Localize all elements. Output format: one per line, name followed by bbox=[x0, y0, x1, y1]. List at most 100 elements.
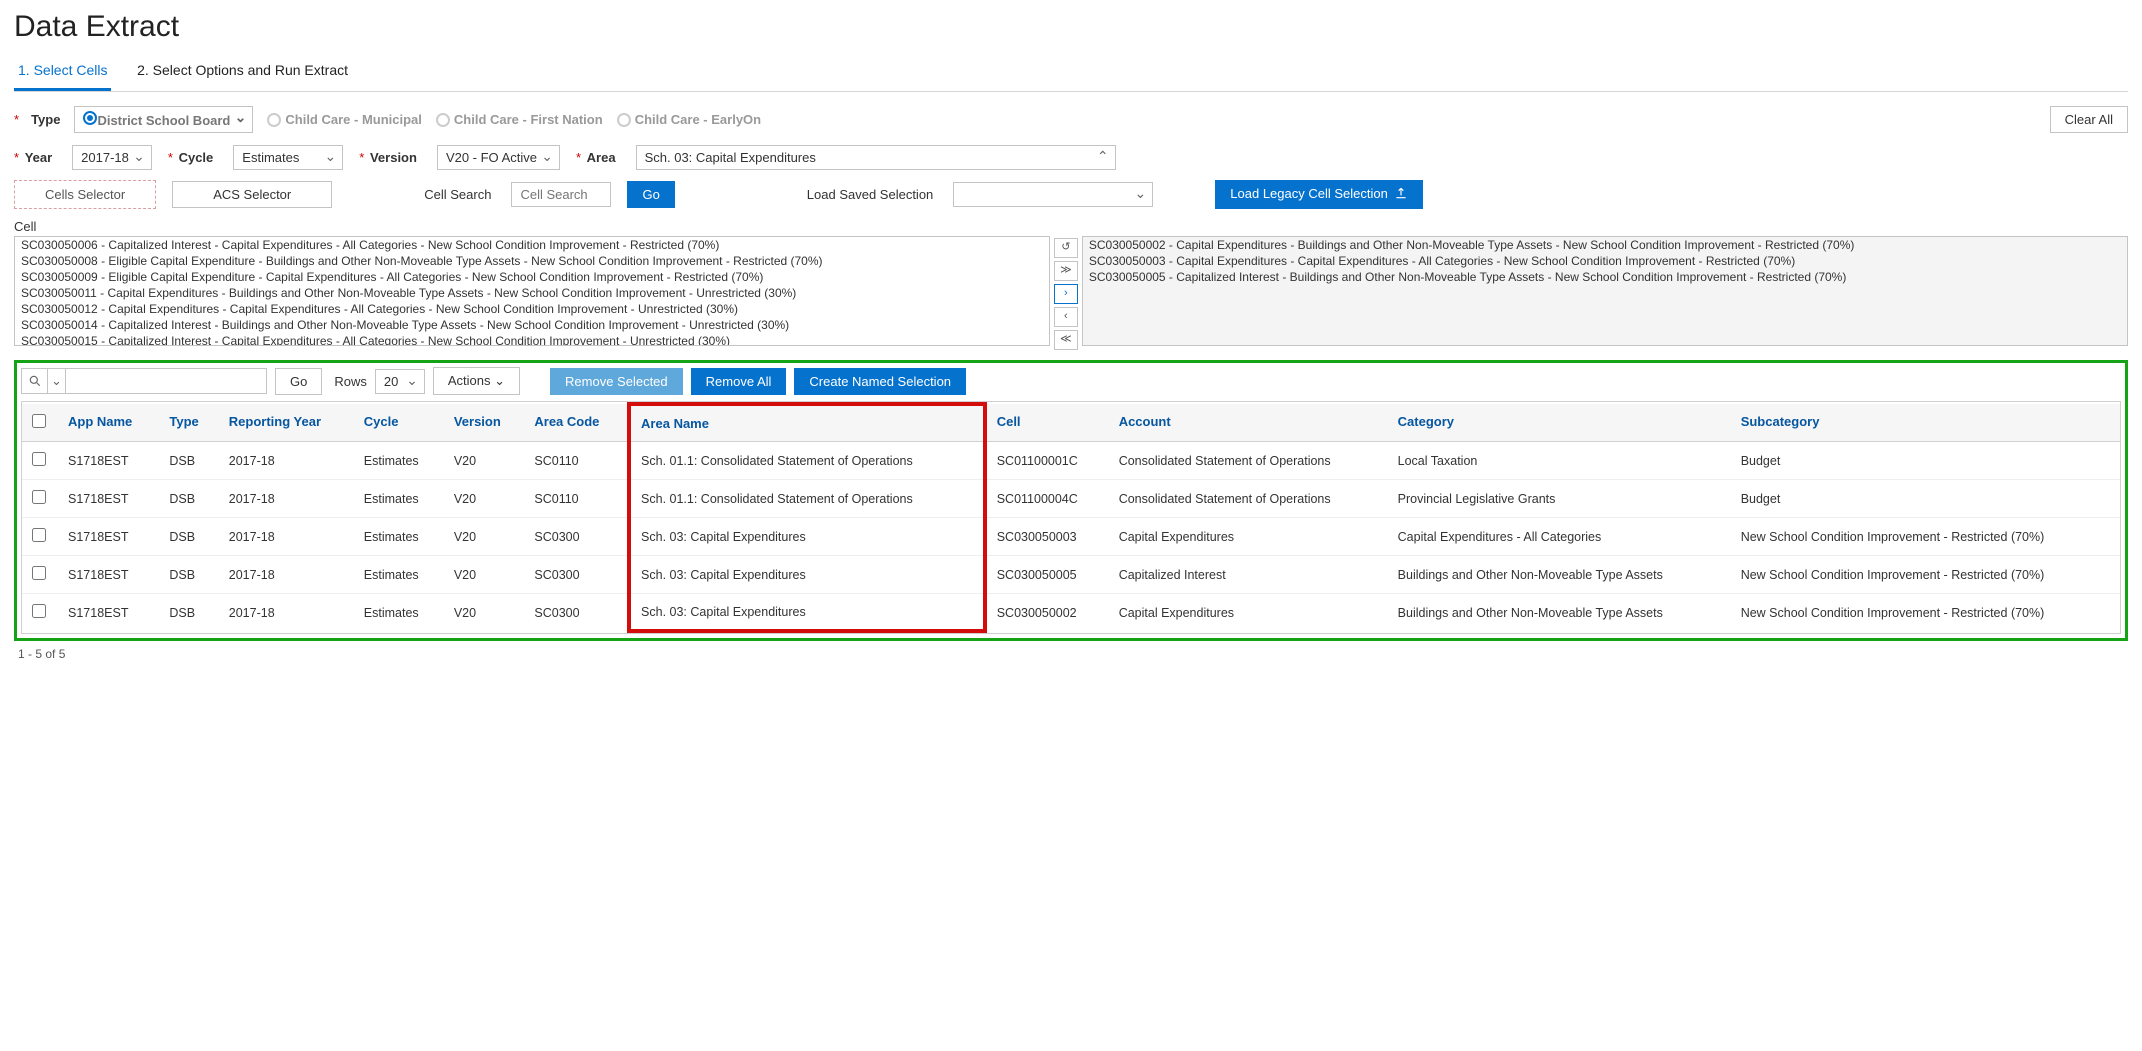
move-left-button[interactable]: ‹ bbox=[1054, 307, 1078, 327]
radio-child-care-first-nation[interactable]: Child Care - First Nation bbox=[436, 112, 603, 127]
cell-account: Consolidated Statement of Operations bbox=[1109, 480, 1388, 518]
row-checkbox[interactable] bbox=[32, 490, 46, 504]
move-all-right-button[interactable]: ≫ bbox=[1054, 261, 1078, 281]
rows-label: Rows bbox=[334, 374, 367, 389]
list-item[interactable]: SC030050008 - Eligible Capital Expenditu… bbox=[15, 253, 1049, 269]
rows-select[interactable]: 20 bbox=[375, 369, 425, 394]
row-checkbox[interactable] bbox=[32, 566, 46, 580]
area-select[interactable]: Sch. 03: Capital Expenditures bbox=[636, 145, 1116, 170]
col-area-code[interactable]: Area Code bbox=[524, 404, 629, 442]
cell-area-code: SC0300 bbox=[524, 594, 629, 632]
remove-all-button[interactable]: Remove All bbox=[691, 368, 787, 395]
col-cell[interactable]: Cell bbox=[985, 404, 1109, 442]
list-item[interactable]: SC030050014 - Capitalized Interest - Bui… bbox=[15, 317, 1049, 333]
selected-cells-listbox[interactable]: SC030050002 - Capital Expenditures - Bui… bbox=[1082, 236, 2128, 346]
cell-reporting-year: 2017-18 bbox=[219, 480, 354, 518]
list-item[interactable]: SC030050003 - Capital Expenditures - Cap… bbox=[1083, 253, 2127, 269]
radio-child-care-earlyon[interactable]: Child Care - EarlyOn bbox=[617, 112, 761, 127]
cell-search-go-button[interactable]: Go bbox=[627, 181, 674, 208]
clear-all-button[interactable]: Clear All bbox=[2050, 106, 2128, 133]
row-checkbox[interactable] bbox=[32, 604, 46, 618]
create-named-selection-button[interactable]: Create Named Selection bbox=[794, 368, 966, 395]
radio-district-school-board[interactable]: District School Board bbox=[74, 106, 253, 133]
list-item[interactable]: SC030050011 - Capital Expenditures - Bui… bbox=[15, 285, 1049, 301]
available-cells-listbox[interactable]: SC030050006 - Capitalized Interest - Cap… bbox=[14, 236, 1050, 346]
chevron-down-icon[interactable]: ⌄ bbox=[48, 369, 66, 393]
cell-app-name: S1718EST bbox=[58, 594, 159, 632]
load-saved-label: Load Saved Selection bbox=[807, 187, 933, 202]
cell-cycle: Estimates bbox=[354, 442, 444, 480]
load-saved-select[interactable] bbox=[953, 182, 1153, 207]
col-account[interactable]: Account bbox=[1109, 404, 1388, 442]
cell-type: DSB bbox=[159, 442, 218, 480]
cycle-select[interactable]: Estimates bbox=[233, 145, 343, 170]
col-version[interactable]: Version bbox=[444, 404, 525, 442]
cell-type: DSB bbox=[159, 518, 218, 556]
cell-area-name: Sch. 01.1: Consolidated Statement of Ope… bbox=[629, 480, 985, 518]
cell-type: DSB bbox=[159, 556, 218, 594]
reset-icon[interactable]: ↺ bbox=[1054, 238, 1078, 258]
move-all-left-button[interactable]: ≪ bbox=[1054, 330, 1078, 350]
year-select[interactable]: 2017-18 bbox=[72, 145, 152, 170]
cell-app-name: S1718EST bbox=[58, 480, 159, 518]
col-subcategory[interactable]: Subcategory bbox=[1731, 404, 2120, 442]
cell-subcategory: New School Condition Improvement - Restr… bbox=[1731, 556, 2120, 594]
actions-menu-button[interactable]: Actions ⌄ bbox=[433, 367, 520, 395]
pagination-summary: 1 - 5 of 5 bbox=[14, 641, 2128, 667]
load-legacy-button[interactable]: Load Legacy Cell Selection bbox=[1215, 180, 1423, 209]
radio-dot-icon bbox=[617, 113, 631, 127]
cell-cell: SC01100001C bbox=[985, 442, 1109, 480]
grid-search-combo[interactable]: ⌄ bbox=[21, 368, 267, 394]
cycle-label: Cycle bbox=[179, 150, 214, 165]
version-select[interactable]: V20 - FO Active bbox=[437, 145, 560, 170]
cell-version: V20 bbox=[444, 480, 525, 518]
cell-app-name: S1718EST bbox=[58, 556, 159, 594]
cell-subcategory: New School Condition Improvement - Restr… bbox=[1731, 518, 2120, 556]
grid-search-input[interactable] bbox=[66, 369, 266, 393]
cell-cell: SC01100004C bbox=[985, 480, 1109, 518]
required-marker: * bbox=[14, 112, 19, 127]
type-label: Type bbox=[31, 112, 60, 127]
remove-selected-button[interactable]: Remove Selected bbox=[550, 368, 683, 395]
version-label: Version bbox=[370, 150, 417, 165]
tab-select-cells[interactable]: 1. Select Cells bbox=[14, 54, 111, 91]
grid-go-button[interactable]: Go bbox=[275, 368, 322, 395]
list-item[interactable]: SC030050002 - Capital Expenditures - Bui… bbox=[1083, 237, 2127, 253]
list-item[interactable]: SC030050005 - Capitalized Interest - Bui… bbox=[1083, 269, 2127, 285]
select-all-checkbox[interactable] bbox=[32, 414, 46, 428]
row-checkbox[interactable] bbox=[32, 452, 46, 466]
acs-selector-button[interactable]: ACS Selector bbox=[172, 181, 332, 208]
cell-category: Provincial Legislative Grants bbox=[1388, 480, 1731, 518]
col-app-name[interactable]: App Name bbox=[58, 404, 159, 442]
col-area-name[interactable]: Area Name bbox=[629, 404, 985, 442]
radio-dot-icon bbox=[436, 113, 450, 127]
cells-selector-button[interactable]: Cells Selector bbox=[14, 180, 156, 209]
cell-reporting-year: 2017-18 bbox=[219, 594, 354, 632]
area-label: Area bbox=[587, 150, 616, 165]
results-region: ⌄ Go Rows 20 Actions ⌄ Remove Selected R… bbox=[14, 360, 2128, 641]
table-row: S1718EST DSB 2017-18 Estimates V20 SC011… bbox=[22, 442, 2120, 480]
cell-cycle: Estimates bbox=[354, 518, 444, 556]
cell-subcategory: Budget bbox=[1731, 442, 2120, 480]
col-category[interactable]: Category bbox=[1388, 404, 1731, 442]
radio-child-care-municipal[interactable]: Child Care - Municipal bbox=[267, 112, 422, 127]
cell-search-input[interactable] bbox=[511, 182, 611, 207]
cell-version: V20 bbox=[444, 442, 525, 480]
col-cycle[interactable]: Cycle bbox=[354, 404, 444, 442]
cell-section-label: Cell bbox=[14, 219, 2128, 234]
col-type[interactable]: Type bbox=[159, 404, 218, 442]
page-title: Data Extract bbox=[14, 10, 2128, 44]
move-right-button[interactable]: › bbox=[1054, 284, 1078, 304]
cell-cycle: Estimates bbox=[354, 594, 444, 632]
col-reporting-year[interactable]: Reporting Year bbox=[219, 404, 354, 442]
chevron-down-icon: ⌄ bbox=[494, 373, 505, 388]
cell-area-name: Sch. 03: Capital Expenditures bbox=[629, 594, 985, 632]
cell-version: V20 bbox=[444, 556, 525, 594]
list-item[interactable]: SC030050012 - Capital Expenditures - Cap… bbox=[15, 301, 1049, 317]
cell-account: Capital Expenditures bbox=[1109, 594, 1388, 632]
row-checkbox[interactable] bbox=[32, 528, 46, 542]
list-item[interactable]: SC030050009 - Eligible Capital Expenditu… bbox=[15, 269, 1049, 285]
list-item[interactable]: SC030050015 - Capitalized Interest - Cap… bbox=[15, 333, 1049, 346]
list-item[interactable]: SC030050006 - Capitalized Interest - Cap… bbox=[15, 237, 1049, 253]
tab-select-options[interactable]: 2. Select Options and Run Extract bbox=[133, 54, 352, 91]
